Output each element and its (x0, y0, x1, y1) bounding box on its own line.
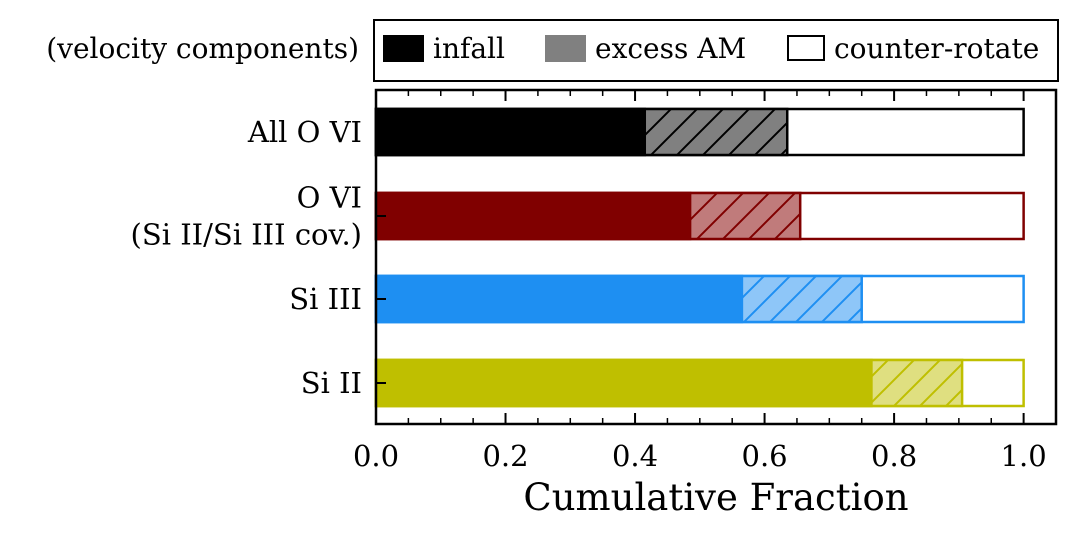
legend-title: (velocity components) (46, 32, 359, 65)
x-tick-label: 0.4 (612, 439, 658, 473)
category-label: Si III (289, 282, 362, 316)
x-tick-label: 0.0 (353, 439, 399, 473)
x-tick-label: 0.8 (871, 439, 917, 473)
legend-label-excess-am: excess AM (595, 32, 746, 65)
legend-label-counter-rotate: counter-rotate (834, 32, 1039, 65)
x-tick-label: 0.2 (482, 439, 528, 473)
legend-swatch-excess-am (545, 35, 586, 62)
legend-frame (373, 19, 1059, 82)
bar-infall (374, 107, 647, 157)
legend-label-infall: infall (433, 32, 505, 65)
plot-frame (374, 88, 1058, 426)
bar-infall (374, 358, 873, 408)
category-label: Si II (301, 366, 362, 400)
x-ticks: 0.0 0.2 0.4 0.6 0.8 1.0 (353, 90, 1047, 473)
legend-swatch-infall (383, 35, 424, 62)
category-label: O VI (297, 181, 362, 215)
category-label: All O VI (247, 115, 362, 149)
x-tick-label: 1.0 (1001, 439, 1047, 473)
legend: (velocity components) infall excess AM c… (46, 19, 1059, 82)
bars (374, 107, 1025, 408)
category-labels: All O VI O VI(Si II/Si III cov.) Si III Si … (131, 115, 362, 400)
x-axis-label: Cumulative Fraction (523, 476, 908, 519)
category-label: (Si II/Si III cov.) (131, 218, 362, 252)
bar-infall (374, 274, 744, 324)
x-tick-label: 0.6 (742, 439, 788, 473)
bar-infall (374, 191, 692, 241)
legend-swatch-counter-rotate (787, 35, 825, 61)
